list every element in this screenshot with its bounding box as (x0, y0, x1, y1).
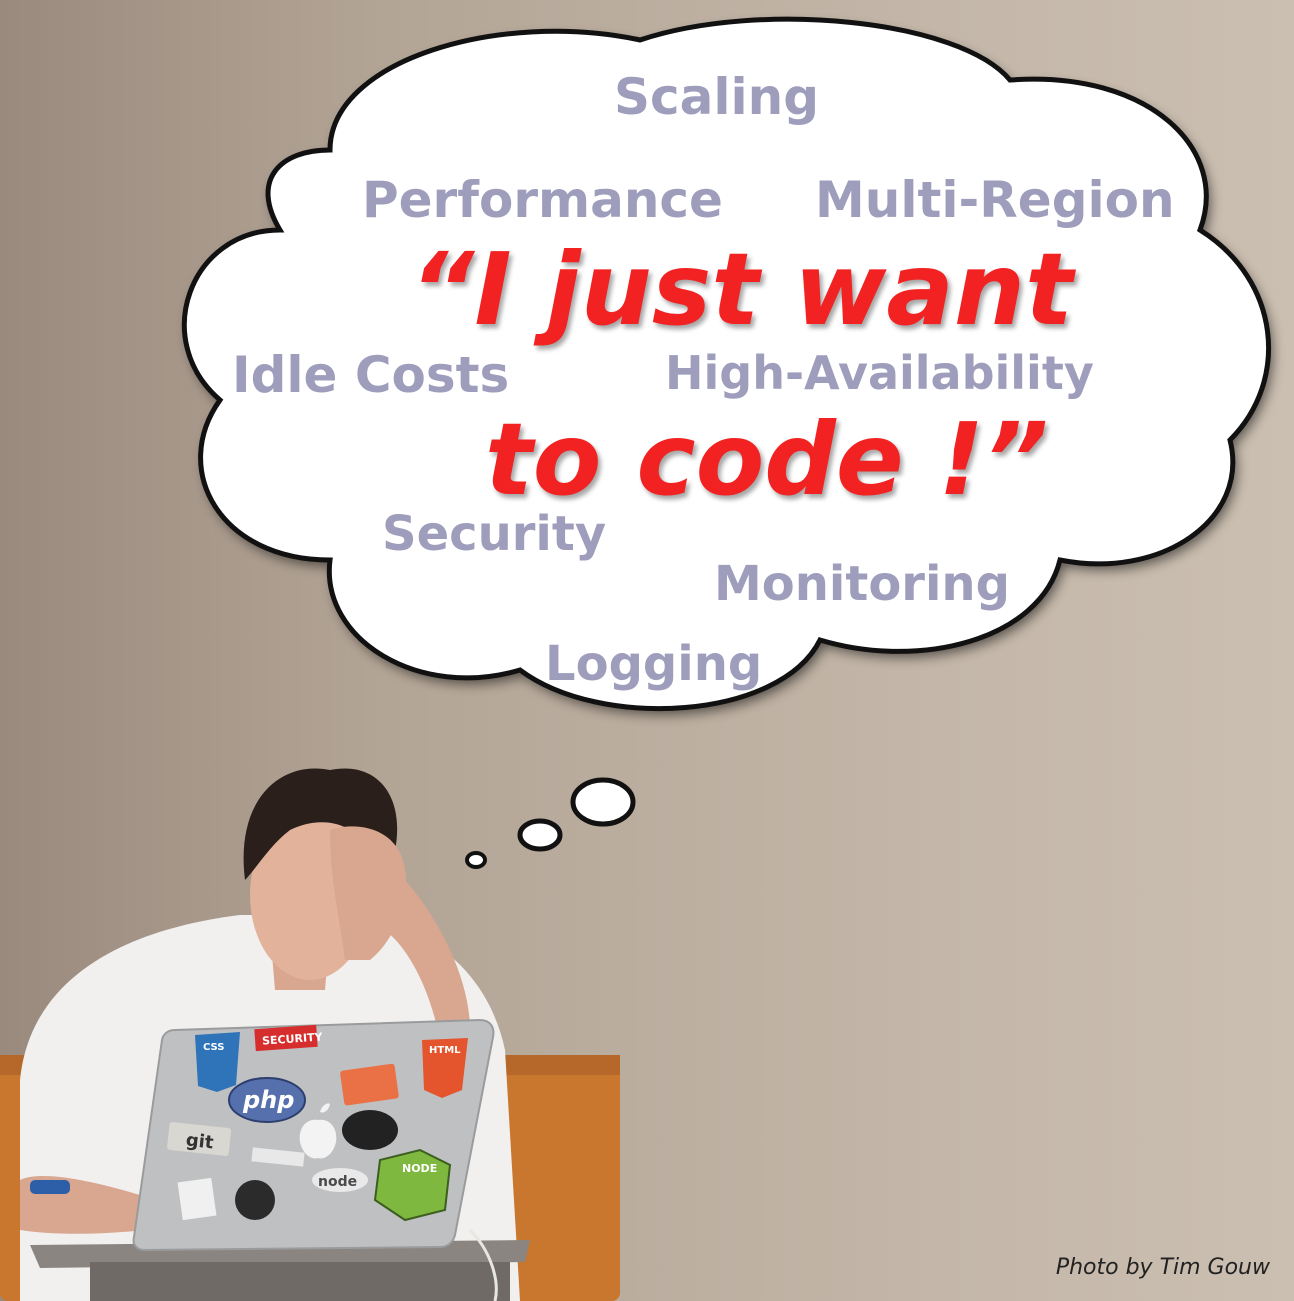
sticker-github-octocat-icon (235, 1180, 275, 1220)
word-multi-region: Multi-Region (815, 171, 1175, 229)
quote-line-2: to code !” (485, 401, 1049, 518)
sticker-quiet (340, 1063, 399, 1106)
word-logging: Logging (545, 636, 763, 692)
sticker-nodejs (312, 1168, 368, 1192)
sticker-css (195, 1032, 240, 1092)
sticker-html (422, 1038, 468, 1098)
word-high-availability: High-Availability (665, 346, 1094, 400)
sticker-git-label: git (185, 1130, 215, 1154)
thought-circle-large (570, 777, 636, 827)
sticker-php (228, 1077, 306, 1123)
sticker-css-label: CSS (203, 1042, 224, 1053)
photo-credit: Photo by Tim Gouw (1055, 1255, 1270, 1280)
word-scaling: Scaling (614, 68, 820, 126)
person-hair (243, 768, 398, 880)
word-idle-costs: Idle Costs (232, 346, 510, 404)
sticker-git (167, 1122, 232, 1156)
sticker-node-hex (373, 1148, 452, 1222)
quote-line-1: “I just want (410, 231, 1073, 348)
thought-circle-small (465, 851, 487, 869)
sticker-stackoverflow (177, 1177, 217, 1221)
sticker-html-label: HTML (429, 1045, 461, 1056)
sticker-security-label: SECURITY (262, 1030, 324, 1047)
sticker-laracon (342, 1110, 398, 1150)
word-security: Security (382, 506, 607, 562)
sticker-nodejs-label: node (318, 1174, 357, 1190)
apple-logo-icon (299, 1103, 337, 1159)
sticker-security (254, 1024, 318, 1052)
sticker-backbone (251, 1147, 305, 1167)
sticker-node-label: NODE (402, 1162, 437, 1175)
sticker-php-label: php (242, 1086, 294, 1114)
word-monitoring: Monitoring (714, 556, 1010, 612)
word-performance: Performance (362, 171, 723, 229)
cloud-outline (181, 16, 1272, 711)
thought-circle-medium (517, 818, 563, 852)
